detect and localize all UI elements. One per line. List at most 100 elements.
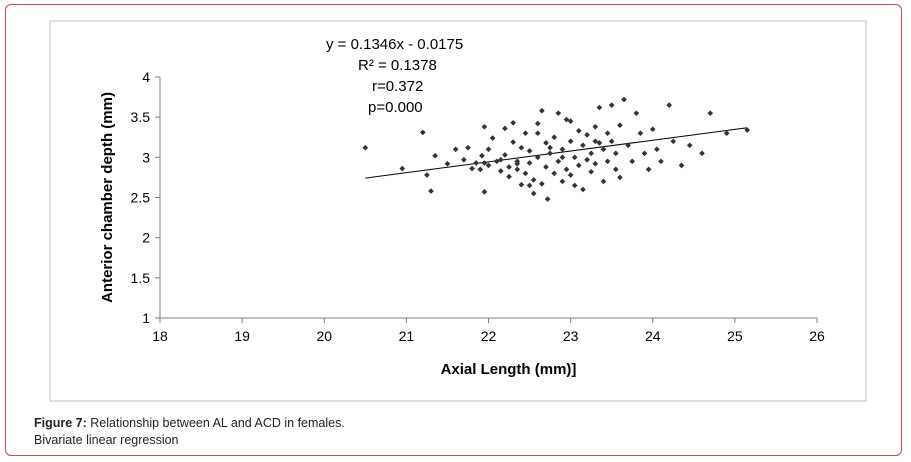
x-tick-label: 25 (727, 328, 743, 344)
data-point (600, 146, 607, 153)
data-point (444, 160, 451, 167)
data-point (584, 156, 590, 163)
data-point (543, 164, 549, 170)
y-tick-label: 1.5 (131, 270, 151, 286)
data-point (479, 152, 485, 159)
data-point (506, 173, 512, 180)
data-point (518, 181, 525, 188)
data-point (419, 129, 426, 136)
data-point (539, 181, 545, 187)
data-point (592, 138, 599, 145)
data-point (658, 158, 664, 165)
data-point (567, 138, 574, 145)
data-point (686, 142, 693, 149)
data-point (576, 162, 582, 169)
data-point (559, 178, 566, 185)
data-point (699, 150, 705, 157)
data-point (596, 104, 603, 111)
x-tick-label: 20 (316, 328, 332, 344)
data-point (588, 168, 594, 175)
data-point (621, 96, 627, 103)
data-point (497, 156, 504, 163)
data-point (510, 119, 516, 126)
data-point (432, 152, 438, 159)
data-point (744, 127, 751, 133)
data-point (514, 166, 521, 173)
data-point (497, 168, 504, 174)
data-point (707, 110, 714, 116)
data-point (547, 144, 553, 151)
data-point (539, 107, 545, 114)
data-point (625, 142, 631, 149)
data-point (530, 190, 537, 197)
data-point (629, 158, 636, 165)
x-tick-label: 18 (152, 328, 168, 344)
data-point (584, 132, 590, 138)
data-point (571, 154, 578, 161)
data-point (567, 118, 574, 125)
scatter-chart: 18 19 20 21 22 23 24 25 26 1 1.5 2 2.5 3 3.5 4 Axial Len… (49, 20, 867, 402)
data-point (518, 144, 525, 151)
y-tick-label: 3 (142, 149, 150, 165)
figure-frame: 18 19 20 21 22 23 24 25 26 1 1.5 2 2.5 3 3.5 4 Axial Len… (5, 4, 902, 456)
data-point (608, 138, 615, 145)
data-point (641, 150, 648, 157)
data-point (481, 189, 488, 195)
data-point (534, 154, 541, 161)
data-point (645, 166, 652, 173)
data-point (481, 123, 488, 130)
data-point (604, 158, 611, 165)
data-point (530, 176, 537, 183)
data-point (534, 120, 541, 127)
data-point (481, 160, 488, 166)
data-point (526, 182, 533, 189)
caption-label: Figure 7: (34, 416, 87, 430)
data-point (547, 150, 553, 157)
data-point (452, 146, 459, 153)
data-point (543, 140, 549, 146)
data-point (485, 146, 492, 153)
y-tick-label: 4 (142, 69, 150, 85)
data-point (461, 156, 467, 163)
regression-annotation: R² = 0.1378 (358, 57, 437, 74)
data-point (362, 144, 369, 151)
data-point (559, 154, 566, 161)
regression-annotation: r=0.372 (372, 78, 423, 95)
data-point (489, 135, 496, 141)
regression-annotation: y = 0.1346x - 0.0175 (326, 36, 463, 53)
data-point (563, 116, 570, 123)
data-point (465, 144, 471, 151)
data-point (571, 182, 578, 189)
data-point (608, 102, 615, 108)
data-point (485, 162, 492, 169)
data-point (588, 150, 594, 157)
data-point (580, 142, 586, 149)
y-tick-label: 1 (142, 310, 150, 326)
data-point (592, 160, 599, 167)
data-point (477, 166, 484, 173)
x-tick-label: 26 (809, 328, 825, 344)
regression-annotation: p=0.000 (368, 99, 423, 116)
y-tick-label: 3.5 (131, 109, 151, 125)
data-point (617, 174, 623, 181)
data-point (592, 123, 599, 130)
x-tick-label: 22 (481, 328, 497, 344)
data-point (551, 170, 558, 177)
figure-caption: Figure 7: Relationship between AL and AC… (34, 415, 345, 449)
data-point (506, 164, 512, 170)
trend-line (365, 127, 748, 179)
data-point (567, 172, 574, 178)
x-tick-label: 21 (399, 328, 415, 344)
data-point (510, 139, 516, 145)
data-point (502, 125, 508, 132)
data-point (612, 166, 619, 173)
data-point (555, 158, 562, 165)
data-point (670, 138, 677, 145)
data-point (526, 148, 533, 154)
x-axis-title: Axial Length (mm)] (441, 361, 577, 378)
data-point (399, 165, 406, 172)
data-point (612, 150, 619, 157)
data-point (428, 188, 434, 194)
data-point (424, 172, 430, 178)
data-point (563, 166, 570, 173)
